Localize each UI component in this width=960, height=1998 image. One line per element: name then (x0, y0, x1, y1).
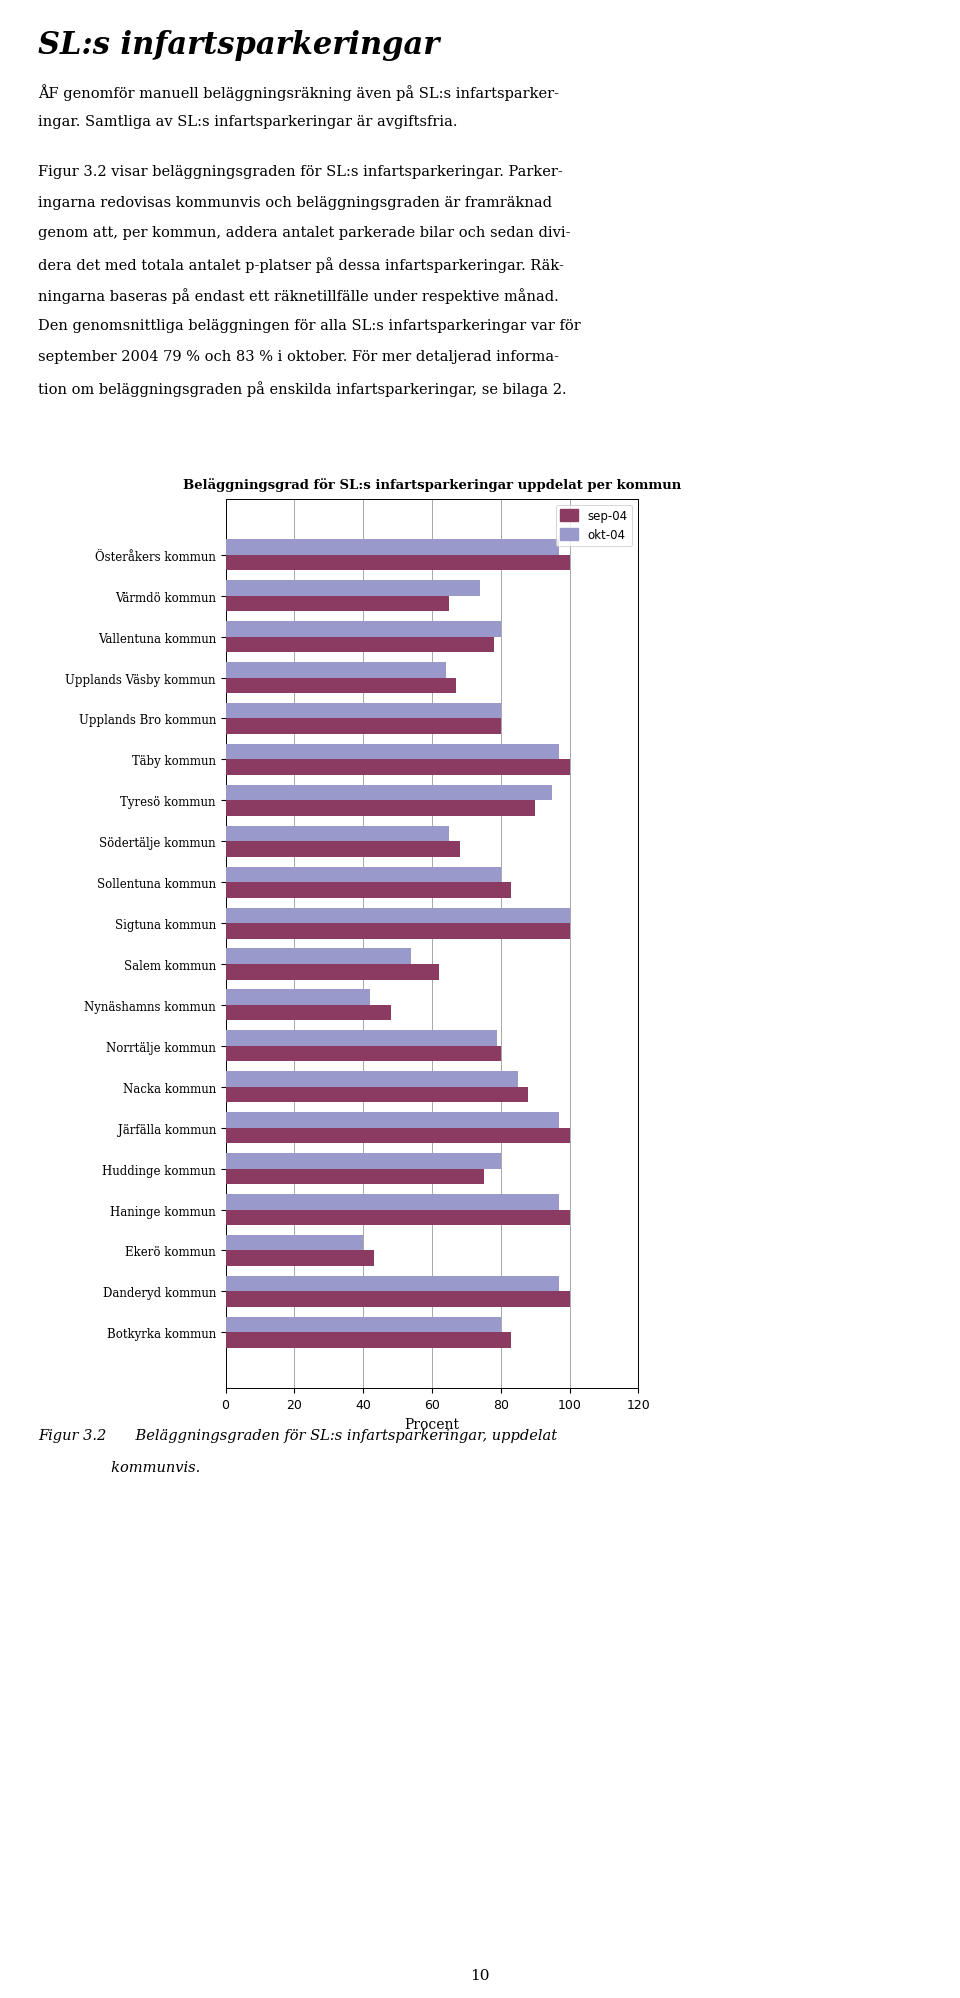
Text: Figur 3.2  Beläggningsgraden för SL:s infartsparkeringar, uppdelat: Figur 3.2 Beläggningsgraden för SL:s inf… (38, 1429, 558, 1443)
Bar (226, 1235, 363, 1251)
Text: SL:s infartsparkeringar: SL:s infartsparkeringar (38, 30, 440, 62)
Bar (226, 1333, 511, 1349)
Legend: sep-04, okt-04: sep-04, okt-04 (556, 505, 633, 547)
Bar (226, 745, 560, 759)
Bar (226, 539, 560, 555)
Text: genom att, per kommun, addera antalet parkerade bilar och sedan divi-: genom att, per kommun, addera antalet pa… (38, 226, 571, 240)
Bar (226, 719, 501, 735)
Text: 10: 10 (470, 1968, 490, 1982)
Bar (226, 1005, 391, 1021)
Text: Den genomsnittliga beläggningen för alla SL:s infartsparkeringar var för: Den genomsnittliga beläggningen för alla… (38, 320, 581, 334)
Text: ÅF genomför manuell beläggningsräkning även på SL:s infartsparker-: ÅF genomför manuell beläggningsräkning ä… (38, 84, 560, 100)
Bar (226, 907, 569, 923)
Bar (226, 1113, 560, 1129)
Text: september 2004 79 % och 83 % i oktober. För mer detaljerad informa-: september 2004 79 % och 83 % i oktober. … (38, 350, 560, 364)
Bar (226, 663, 445, 677)
Bar (226, 759, 569, 775)
Bar (226, 1195, 560, 1211)
Bar (226, 621, 501, 637)
Text: Figur 3.2 visar beläggningsgraden för SL:s infartsparkeringar. Parker-: Figur 3.2 visar beläggningsgraden för SL… (38, 164, 564, 178)
Bar (226, 827, 449, 841)
Bar (226, 1277, 560, 1293)
Bar (226, 883, 511, 899)
Bar (226, 1153, 501, 1169)
Bar (226, 1293, 569, 1307)
Bar (226, 595, 449, 611)
Bar (226, 867, 501, 883)
Text: dera det med totala antalet p-platser på dessa infartsparkeringar. Räk-: dera det med totala antalet p-platser på… (38, 258, 564, 274)
Bar (226, 1211, 569, 1225)
Bar (226, 1317, 501, 1333)
Bar (226, 841, 460, 857)
Bar (226, 801, 536, 817)
Bar (226, 1031, 497, 1047)
Bar (226, 1071, 518, 1087)
Bar (226, 677, 456, 693)
Text: ningarna baseras på endast ett räknetillfälle under respektive månad.: ningarna baseras på endast ett räknetill… (38, 288, 559, 304)
Text: tion om beläggningsgraden på enskilda infartsparkeringar, se bilaga 2.: tion om beläggningsgraden på enskilda in… (38, 382, 567, 398)
Bar (226, 1047, 501, 1061)
Title: Beläggningsgrad för SL:s infartsparkeringar uppdelat per kommun: Beläggningsgrad för SL:s infartsparkerin… (182, 478, 682, 492)
Bar (226, 637, 494, 653)
Bar (226, 1129, 569, 1143)
Text: ingarna redovisas kommunvis och beläggningsgraden är framräknad: ingarna redovisas kommunvis och beläggni… (38, 196, 552, 210)
Bar (226, 949, 411, 965)
Bar (226, 1169, 484, 1185)
Bar (226, 581, 480, 595)
Bar (226, 1251, 373, 1267)
Bar (226, 989, 371, 1005)
Bar (226, 923, 569, 939)
Bar (226, 785, 552, 801)
Text: ingar. Samtliga av SL:s infartsparkeringar är avgiftsfria.: ingar. Samtliga av SL:s infartsparkering… (38, 114, 458, 130)
Text: kommunvis.: kommunvis. (38, 1461, 201, 1475)
Bar (226, 703, 501, 719)
Bar (226, 965, 439, 981)
Bar (226, 555, 569, 571)
Bar (226, 1087, 528, 1103)
X-axis label: Procent: Procent (404, 1417, 460, 1431)
